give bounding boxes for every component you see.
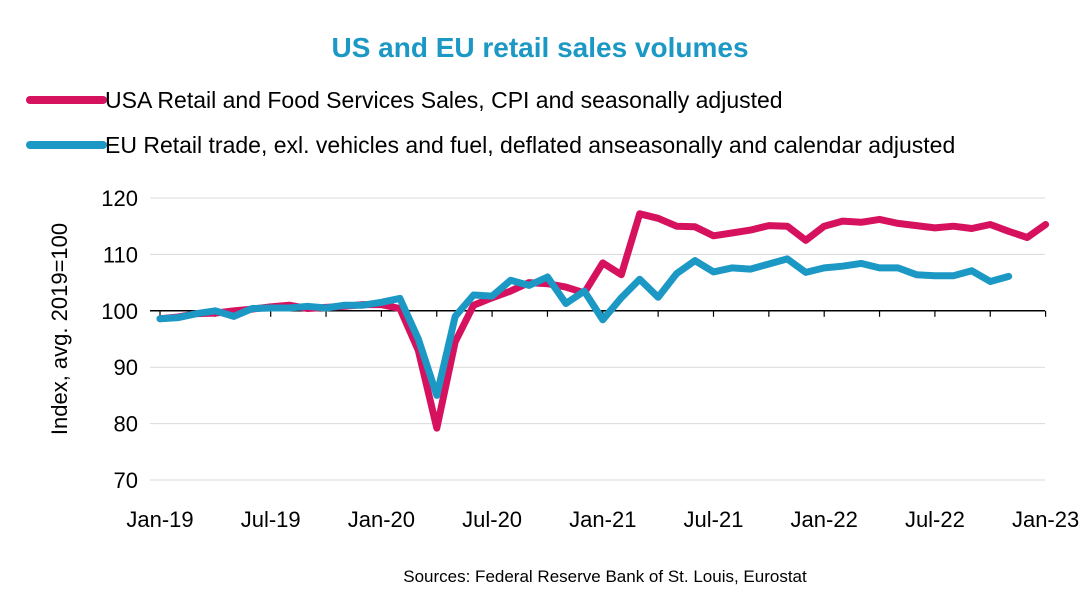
y-tick-label-80: 80 [114, 412, 138, 437]
x-tick-label-Jan-21: Jan-21 [569, 507, 636, 532]
legend-label-eu: EU Retail trade, exl. vehicles and fuel,… [105, 132, 955, 158]
x-tick-label-Jan-19: Jan-19 [126, 507, 193, 532]
x-tick-label-Jul-21: Jul-21 [684, 507, 744, 532]
series-lines [156, 210, 1050, 432]
chart-title: US and EU retail sales volumes [331, 32, 748, 63]
x-tick-label-Jul-19: Jul-19 [241, 507, 301, 532]
source-note: Sources: Federal Reserve Bank of St. Lou… [403, 567, 807, 586]
legend-label-usa: USA Retail and Food Services Sales, CPI … [105, 87, 783, 113]
grid [150, 197, 1045, 481]
x-axis: Jan-19 Jul-19 Jan-20 Jul-20 Jan-21 Jul-21 Jan-… [126, 310, 1079, 532]
x-tick-label-Jan-20: Jan-20 [348, 507, 415, 532]
y-tick-label-120: 120 [101, 186, 138, 211]
x-tick-label-Jan-22: Jan-22 [791, 507, 858, 532]
y-tick-label-90: 90 [114, 355, 138, 380]
x-tick-label-Jul-20: Jul-20 [462, 507, 522, 532]
y-axis-ticks: 70 80 90 100 110 120 [101, 186, 138, 493]
x-tick-label-Jul-22: Jul-22 [905, 507, 965, 532]
y-tick-label-100: 100 [101, 299, 138, 324]
legend: USA Retail and Food Services Sales, CPI … [26, 87, 955, 158]
y-tick-label-110: 110 [103, 242, 138, 267]
series-line-eu [156, 255, 1013, 399]
y-axis-title: Index, avg. 2019=100 [47, 223, 72, 435]
y-tick-label-70: 70 [114, 468, 138, 493]
x-tick-label-Jan-23: Jan-23 [1012, 507, 1079, 532]
